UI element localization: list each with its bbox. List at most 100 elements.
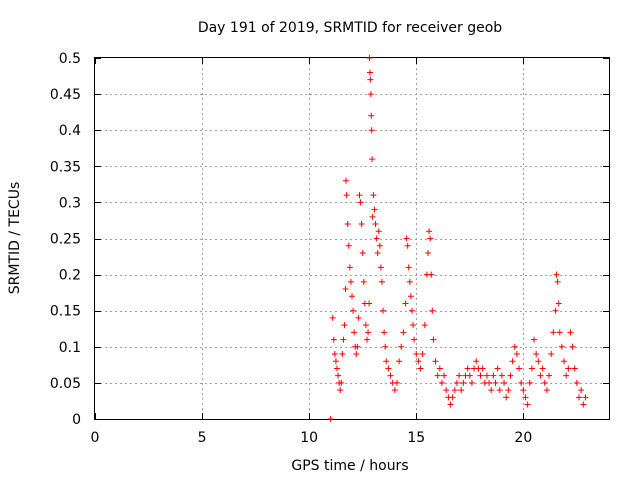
data-point: [554, 278, 561, 285]
data-point: [405, 264, 412, 271]
data-point: [368, 112, 375, 119]
data-point: [443, 387, 450, 394]
y-tick-label: 0.35: [50, 159, 81, 175]
data-point: [367, 91, 374, 98]
data-point: [561, 358, 568, 365]
data-point: [509, 358, 516, 365]
data-point: [407, 293, 414, 300]
plot-frame: [94, 57, 610, 420]
data-point: [458, 387, 465, 394]
data-point: [372, 221, 379, 228]
data-point: [434, 372, 441, 379]
data-point: [533, 351, 540, 358]
x-tick-label: 15: [407, 430, 425, 446]
data-point: [468, 379, 475, 386]
data-point: [516, 365, 523, 372]
data-point: [337, 387, 344, 394]
data-point: [541, 379, 548, 386]
data-point: [385, 365, 392, 372]
data-point: [415, 358, 422, 365]
data-point: [456, 372, 463, 379]
data-point: [531, 336, 538, 343]
data-point: [518, 379, 525, 386]
data-point: [507, 372, 514, 379]
data-point: [556, 329, 563, 336]
data-point: [355, 314, 362, 321]
data-point: [362, 322, 369, 329]
data-point: [370, 192, 377, 199]
data-point: [398, 343, 405, 350]
data-point: [391, 387, 398, 394]
data-point: [374, 249, 381, 256]
data-point: [378, 278, 385, 285]
x-tick-label: 10: [300, 430, 318, 446]
data-point: [366, 300, 373, 307]
data-point: [451, 387, 458, 394]
x-tick-labels: 0 5 10 15 20: [91, 430, 533, 446]
data-point: [408, 307, 415, 314]
data-point: [343, 177, 350, 184]
data-point: [449, 394, 456, 401]
data-point: [486, 379, 493, 386]
data-point: [477, 372, 484, 379]
data-point: [335, 372, 342, 379]
data-point: [425, 249, 432, 256]
data-point: [503, 394, 510, 401]
grid-lines: [95, 58, 609, 419]
data-point: [432, 358, 439, 365]
data-point: [569, 343, 576, 350]
axis-ticks: [95, 58, 609, 420]
data-point: [373, 235, 380, 242]
data-point: [427, 235, 434, 242]
data-point: [350, 307, 357, 314]
data-point: [358, 221, 365, 228]
data-point: [359, 249, 366, 256]
data-point: [537, 372, 544, 379]
data-point: [466, 372, 473, 379]
data-point: [543, 387, 550, 394]
data-point: [400, 329, 407, 336]
data-point: [428, 271, 435, 278]
data-point: [553, 271, 560, 278]
data-point: [402, 300, 409, 307]
data-point: [436, 365, 443, 372]
data-point: [524, 401, 531, 408]
x-tick-label: 20: [514, 430, 532, 446]
data-point: [369, 156, 376, 163]
data-point: [347, 278, 354, 285]
data-point: [479, 365, 486, 372]
data-point: [351, 329, 358, 336]
data-point: [453, 379, 460, 386]
data-point: [393, 379, 400, 386]
data-point: [563, 372, 570, 379]
data-point: [573, 379, 580, 386]
data-point: [366, 69, 373, 76]
data-point: [490, 372, 497, 379]
data-point: [464, 365, 471, 372]
data-point: [555, 300, 562, 307]
data-point: [331, 351, 338, 358]
y-tick-label: 0.2: [59, 268, 81, 284]
data-point: [558, 343, 565, 350]
data-point: [357, 199, 364, 206]
data-point: [342, 286, 349, 293]
y-axis-title: SRMTID / TECUs: [7, 182, 23, 295]
y-tick-label: 0.4: [59, 123, 81, 139]
data-point: [483, 372, 490, 379]
data-point: [417, 365, 424, 372]
data-point: [567, 329, 574, 336]
data-point: [410, 322, 417, 329]
data-point: [520, 387, 527, 394]
data-point: [571, 365, 578, 372]
data-point: [354, 343, 361, 350]
data-point: [494, 365, 501, 372]
data-point: [381, 329, 388, 336]
y-tick-label: 0.1: [59, 340, 81, 356]
data-point: [365, 329, 372, 336]
data-point: [526, 379, 533, 386]
data-point: [345, 242, 352, 249]
data-point: [334, 365, 341, 372]
data-point: [535, 358, 542, 365]
data-point: [341, 322, 348, 329]
